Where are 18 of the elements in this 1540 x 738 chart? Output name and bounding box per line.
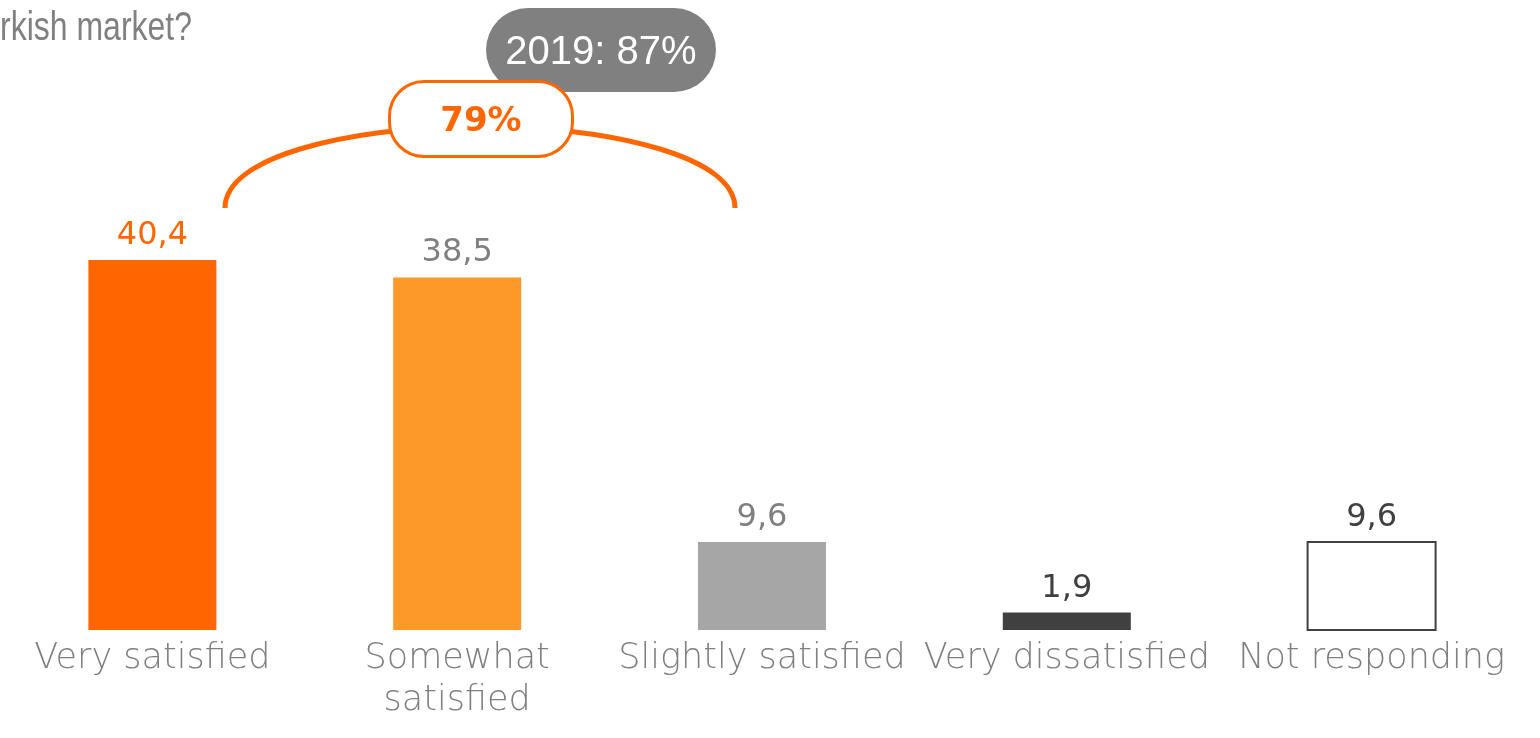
x-tick-label: Very satisfied bbox=[34, 636, 271, 676]
data-label: 9,6 bbox=[1346, 496, 1398, 535]
bar bbox=[1306, 541, 1437, 631]
bar bbox=[393, 277, 522, 630]
text: 2019: 87% bbox=[486, 8, 716, 92]
x-tick-label: Slightly satisfied bbox=[618, 636, 906, 676]
x-tick-label: Very dissatisfied bbox=[923, 636, 1210, 676]
bar bbox=[1002, 612, 1131, 630]
x-tick-label: Not responding bbox=[1238, 636, 1505, 676]
bar bbox=[697, 542, 826, 630]
data-label: 40,4 bbox=[116, 214, 189, 252]
data-label: 38,5 bbox=[421, 231, 493, 270]
data-label: 1,9 bbox=[1041, 566, 1093, 605]
text: 79% bbox=[388, 80, 574, 158]
x-tick-label: Somewhat satisfied bbox=[364, 636, 550, 718]
chart-title: rkish market? bbox=[0, 4, 193, 49]
bar bbox=[88, 260, 217, 630]
data-label: 9,6 bbox=[736, 496, 788, 535]
